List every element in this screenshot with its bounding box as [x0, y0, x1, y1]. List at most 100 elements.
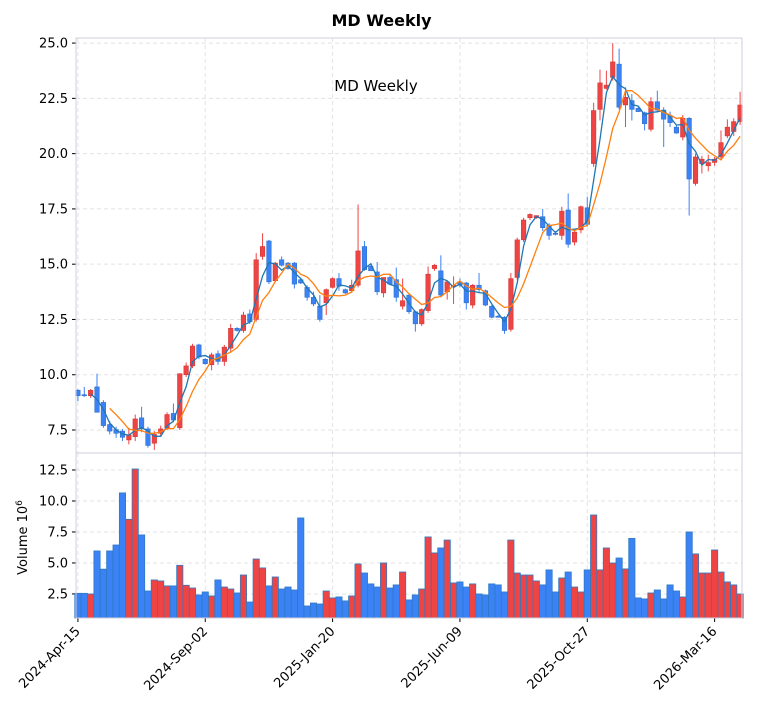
- x-tick-label: 2026-Mar-16: [651, 624, 720, 693]
- candle-up: [183, 365, 189, 375]
- moving-average-line-ma6: [109, 89, 741, 434]
- volume-bar: [704, 572, 712, 619]
- volume-bar: [418, 588, 426, 619]
- volume-bar: [335, 596, 343, 619]
- candle-down: [291, 262, 297, 285]
- candle-down: [342, 289, 348, 294]
- volume-bar: [125, 518, 133, 619]
- candle-down: [139, 417, 145, 430]
- volume-bar: [239, 574, 247, 619]
- x-tick-label: 2025-Jun-09: [399, 624, 466, 691]
- volume-bar: [456, 581, 464, 619]
- volume-bar: [195, 594, 203, 619]
- candle-up: [470, 284, 476, 306]
- volume-tick-label: 7.5: [47, 525, 68, 540]
- volume-bar: [227, 588, 235, 619]
- price-tick-label: 10.0: [39, 368, 68, 383]
- candle-down: [489, 305, 495, 318]
- volume-bar: [507, 539, 515, 619]
- volume-bar: [679, 596, 687, 619]
- candle-up: [240, 314, 246, 331]
- volume-bar: [424, 536, 432, 619]
- volume-bar: [214, 579, 222, 619]
- volume-bar: [208, 595, 216, 619]
- volume-bar: [182, 584, 190, 619]
- volume-bar: [138, 534, 146, 619]
- volume-bar: [730, 584, 738, 619]
- volume-bar: [621, 568, 630, 619]
- volume-bar: [169, 585, 177, 619]
- volume-bar: [450, 582, 458, 619]
- volume-bar: [660, 598, 668, 619]
- candle-down: [266, 240, 272, 283]
- price-tick-label: 20.0: [39, 147, 68, 162]
- volume-bar: [220, 586, 228, 619]
- x-tick-label: 2024-Sep-02: [141, 624, 211, 694]
- candle-up: [88, 389, 94, 396]
- volume-bar: [278, 588, 286, 619]
- volume-bar: [354, 563, 362, 619]
- volume-bar: [481, 594, 489, 619]
- volume-bar: [437, 547, 445, 619]
- volume-bar: [488, 583, 496, 619]
- candle-up: [253, 259, 259, 320]
- volume-panel-frame: [75, 452, 743, 619]
- candle-down: [438, 270, 444, 296]
- volume-bar: [106, 550, 114, 619]
- volume-tick-label: 5.0: [47, 556, 68, 571]
- candle-up: [591, 110, 597, 164]
- volume-bar: [539, 584, 547, 619]
- volume-bar: [634, 597, 642, 619]
- candle-down: [310, 297, 317, 305]
- volume-bar: [723, 581, 731, 619]
- candle-down: [196, 344, 202, 358]
- candle-down: [412, 311, 418, 325]
- volume-bar: [609, 562, 617, 619]
- candle-down: [107, 424, 113, 432]
- volume-bar: [513, 572, 521, 619]
- volume-bar: [711, 549, 719, 619]
- volume-bar: [87, 593, 95, 619]
- chart-title: MD Weekly: [331, 11, 432, 30]
- candle-up: [431, 265, 438, 269]
- candle-up: [132, 418, 138, 437]
- volume-bar: [583, 569, 591, 619]
- candle-down: [501, 316, 508, 331]
- x-tick-label: 2024-Apr-15: [16, 624, 83, 691]
- volume-bar: [520, 574, 528, 619]
- candle-up: [514, 239, 520, 278]
- candle-up: [724, 126, 730, 137]
- candle-up: [355, 250, 361, 286]
- price-tick-label: 17.5: [39, 202, 68, 217]
- volume-bar: [500, 591, 509, 619]
- volume-bar: [80, 592, 88, 619]
- volume-bar: [150, 579, 158, 619]
- volume-bar: [176, 564, 184, 619]
- candle-down: [686, 118, 692, 180]
- volume-bar: [322, 590, 330, 619]
- candle-up: [260, 246, 266, 257]
- volume-bar: [399, 571, 407, 619]
- candle-up: [622, 97, 629, 106]
- moving-average-line-ma3: [90, 75, 741, 437]
- candle-up: [692, 156, 699, 184]
- price-tick-label: 15.0: [39, 258, 68, 273]
- volume-bar: [265, 585, 273, 619]
- volume-bar: [526, 574, 534, 619]
- candle-up: [400, 300, 406, 307]
- candle-up: [578, 206, 584, 231]
- volume-bar: [252, 558, 260, 619]
- x-tick-label: 2025-Oct-27: [525, 624, 593, 692]
- candle-down: [476, 284, 482, 290]
- candle-up: [521, 219, 527, 241]
- candle-up: [177, 373, 183, 429]
- candle-up: [425, 273, 431, 311]
- volume-bar: [131, 468, 139, 619]
- volume-bar: [188, 587, 197, 619]
- volume-bar: [259, 567, 267, 619]
- volume-axis-label: Volume 106: [15, 500, 31, 575]
- volume-bar: [571, 586, 579, 619]
- volume-bar: [698, 572, 706, 619]
- volume-bar: [233, 592, 241, 619]
